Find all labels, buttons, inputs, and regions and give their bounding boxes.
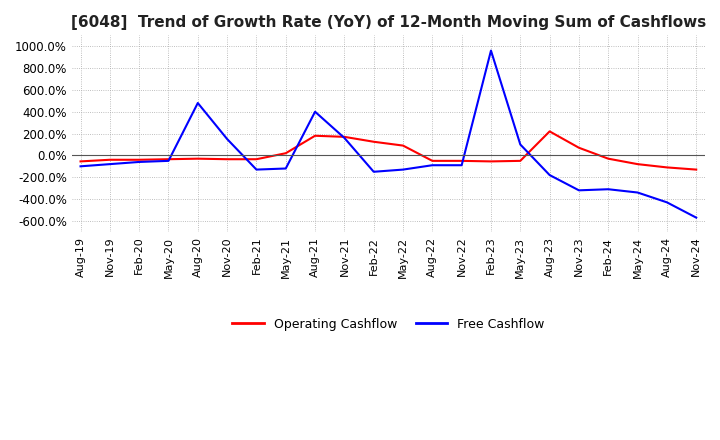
Operating Cashflow <box>634 161 642 167</box>
Free Cashflow <box>457 163 466 168</box>
Operating Cashflow <box>311 133 320 139</box>
Operating Cashflow <box>194 156 202 161</box>
Free Cashflow <box>604 187 613 192</box>
Operating Cashflow <box>282 150 290 156</box>
Operating Cashflow <box>575 145 583 150</box>
Legend: Operating Cashflow, Free Cashflow: Operating Cashflow, Free Cashflow <box>228 313 549 336</box>
Free Cashflow <box>545 172 554 178</box>
Operating Cashflow <box>457 158 466 164</box>
Free Cashflow <box>692 215 701 220</box>
Operating Cashflow <box>164 157 173 162</box>
Operating Cashflow <box>487 159 495 164</box>
Free Cashflow <box>516 142 525 147</box>
Title: [6048]  Trend of Growth Rate (YoY) of 12-Month Moving Sum of Cashflows: [6048] Trend of Growth Rate (YoY) of 12-… <box>71 15 706 30</box>
Free Cashflow <box>222 136 231 142</box>
Operating Cashflow <box>516 158 525 164</box>
Free Cashflow <box>340 135 348 140</box>
Free Cashflow <box>164 158 173 164</box>
Operating Cashflow <box>106 157 114 162</box>
Free Cashflow <box>399 167 408 172</box>
Free Cashflow <box>428 163 436 168</box>
Operating Cashflow <box>252 157 261 162</box>
Free Cashflow <box>106 161 114 167</box>
Operating Cashflow <box>399 143 408 148</box>
Operating Cashflow <box>428 158 436 164</box>
Free Cashflow <box>311 109 320 114</box>
Operating Cashflow <box>76 159 85 164</box>
Operating Cashflow <box>604 156 613 161</box>
Free Cashflow <box>135 159 143 165</box>
Free Cashflow <box>252 167 261 172</box>
Operating Cashflow <box>222 157 231 162</box>
Operating Cashflow <box>692 167 701 172</box>
Free Cashflow <box>76 164 85 169</box>
Operating Cashflow <box>662 165 671 170</box>
Line: Operating Cashflow: Operating Cashflow <box>81 132 696 169</box>
Free Cashflow <box>662 200 671 205</box>
Operating Cashflow <box>340 134 348 139</box>
Free Cashflow <box>194 100 202 106</box>
Free Cashflow <box>369 169 378 174</box>
Operating Cashflow <box>545 129 554 134</box>
Free Cashflow <box>634 190 642 195</box>
Operating Cashflow <box>369 139 378 144</box>
Line: Free Cashflow: Free Cashflow <box>81 51 696 218</box>
Operating Cashflow <box>135 157 143 162</box>
Free Cashflow <box>575 188 583 193</box>
Free Cashflow <box>487 48 495 53</box>
Free Cashflow <box>282 166 290 171</box>
